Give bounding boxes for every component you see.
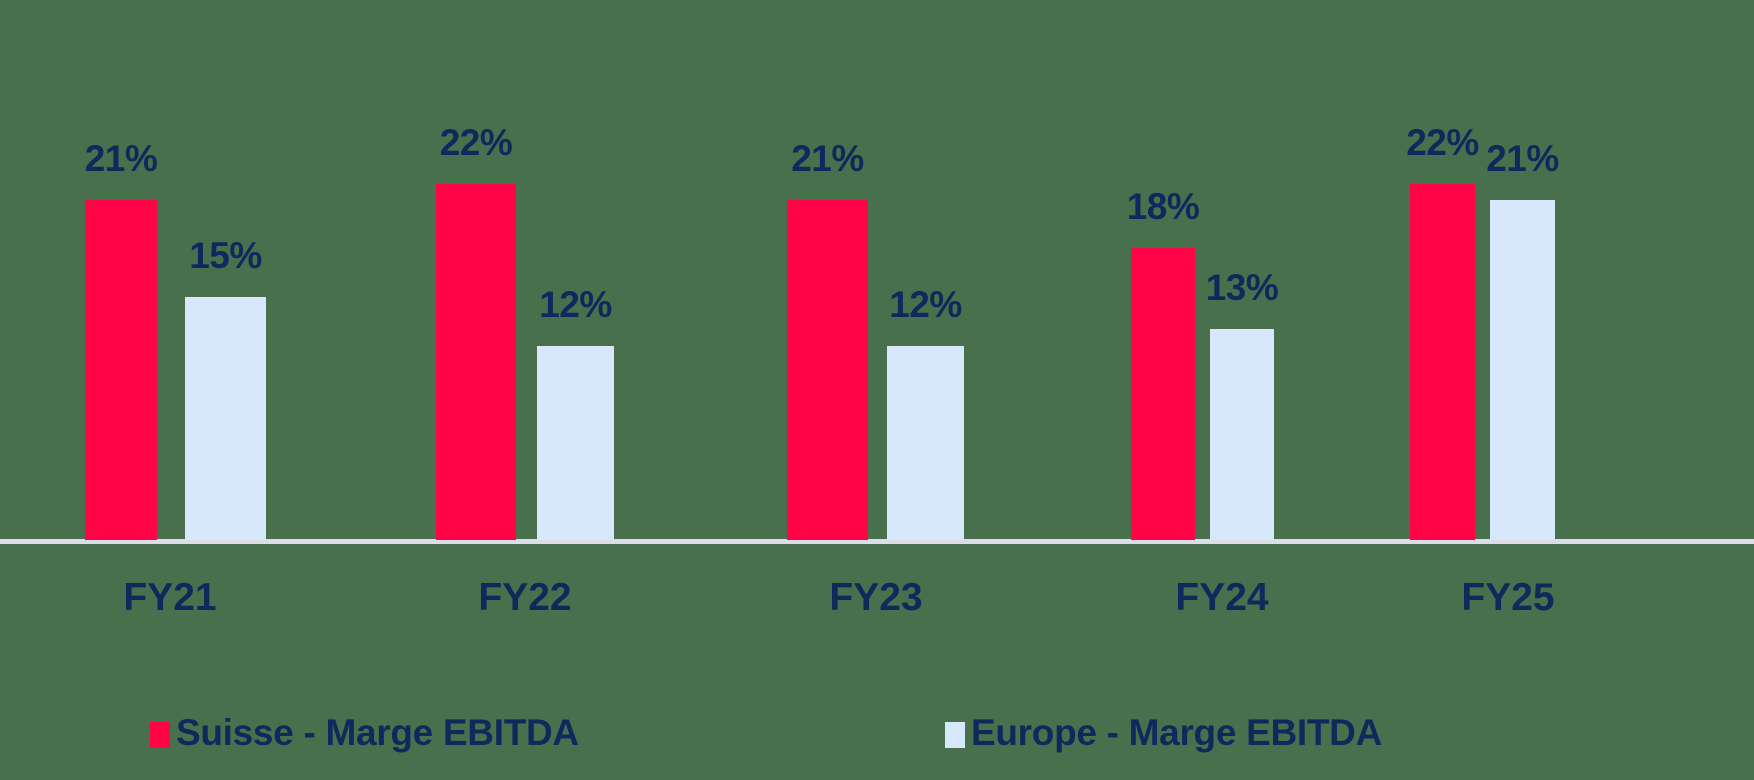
value-label-europe-fy24: 13%: [1205, 267, 1279, 309]
category-label-fy25: FY25: [1461, 576, 1555, 619]
category-label-fy23: FY23: [829, 576, 923, 619]
legend-label-suisse: Suisse - Marge EBITDA: [176, 712, 579, 753]
legend-swatch-suisse: [150, 722, 170, 748]
value-label-suisse-fy23: 21%: [791, 137, 864, 179]
bar-europe-fy23: [887, 345, 964, 540]
value-label-europe-fy21: 15%: [189, 235, 262, 276]
legend-label-europe: Europe - Marge EBITDA: [971, 712, 1383, 753]
bar-suisse-fy21: [85, 199, 157, 540]
value-label-suisse-fy24: 18%: [1126, 186, 1200, 228]
legend-item-europe[interactable]: Europe - Marge EBITDA: [945, 712, 1382, 754]
bar-suisse-fy23: [787, 199, 868, 540]
bar-suisse-fy22: [436, 183, 516, 540]
x-axis-line: [0, 539, 1754, 544]
bar-europe-fy22: [537, 345, 614, 540]
legend-swatch-europe: [945, 722, 965, 748]
bar-europe-fy21: [185, 297, 266, 540]
value-label-europe-fy25: 21%: [1486, 137, 1559, 179]
category-label-fy24: FY24: [1175, 576, 1269, 619]
bar-europe-fy24: [1210, 329, 1274, 540]
category-label-fy22: FY22: [478, 576, 572, 619]
value-label-suisse-fy21: 21%: [84, 137, 158, 179]
value-label-suisse-fy25: 22%: [1406, 121, 1479, 163]
value-label-europe-fy23: 12%: [889, 283, 962, 325]
bar-suisse-fy25: [1410, 183, 1475, 540]
value-label-europe-fy22: 12%: [539, 283, 612, 325]
value-label-suisse-fy22: 22%: [439, 121, 513, 163]
bar-suisse-fy24: [1131, 248, 1195, 540]
bar-europe-fy25: [1490, 199, 1555, 540]
legend-item-suisse[interactable]: Suisse - Marge EBITDA: [150, 712, 579, 754]
category-label-fy21: FY21: [123, 576, 217, 619]
